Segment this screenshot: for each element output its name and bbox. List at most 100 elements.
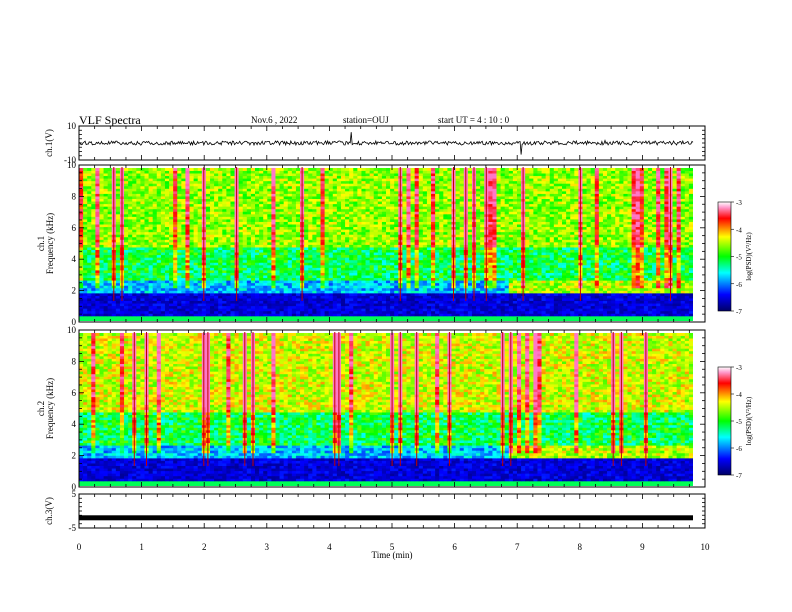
spectrogram-cell [402, 310, 407, 314]
spectrogram-cell [394, 277, 399, 281]
spectrogram-cell [349, 308, 354, 312]
spectrogram-cell [263, 315, 268, 319]
spectrogram-cell [205, 303, 211, 307]
spectrogram-cell [611, 257, 616, 261]
spectrogram-cell [451, 310, 456, 314]
spectrogram-cell [410, 280, 416, 284]
spectrogram-cell [271, 259, 276, 263]
spectrogram-cell [467, 308, 473, 312]
spectrogram-cell [574, 239, 579, 243]
spectrogram-cell [529, 270, 534, 273]
spectrogram-cell [148, 264, 154, 268]
spectrogram-cell [259, 303, 264, 307]
spectrogram-cell [369, 254, 375, 258]
spectrogram-cell [95, 254, 100, 258]
spectrogram-cell [357, 264, 362, 268]
spectrogram-cell [238, 244, 244, 248]
spectrogram-cell [283, 310, 289, 314]
spectrogram-cell [185, 247, 190, 250]
spectrogram-cell [525, 252, 530, 256]
spectrogram-cell [496, 310, 502, 314]
spectrogram-cell [177, 295, 182, 299]
spectrogram-cell [275, 282, 280, 286]
spectrogram-cell [484, 315, 489, 319]
spectrogram-cell [431, 272, 436, 276]
spectrogram-cell [607, 239, 612, 243]
spectrogram-cell [476, 275, 481, 279]
spectrogram-cell [664, 310, 669, 314]
spectrogram-cell [83, 315, 88, 319]
spectrogram-cell [508, 303, 514, 307]
spectrogram-cell [312, 275, 317, 279]
spectrogram-cell [255, 234, 260, 238]
spectrogram-cell [263, 267, 268, 271]
spectrogram-cell [291, 275, 297, 279]
spectrogram-cell [664, 308, 669, 312]
spectrogram-cell [496, 270, 502, 273]
spectrogram-cell [312, 239, 317, 243]
spectrogram-cell [602, 308, 608, 312]
spectrogram-cell [156, 310, 162, 314]
spectrogram-cell [361, 318, 366, 321]
spectrogram-cell [259, 305, 264, 309]
spectrogram-cell [680, 270, 686, 273]
spectrogram-cell [91, 303, 96, 307]
spectrogram-cell [267, 308, 272, 312]
spectrogram-cell [582, 292, 587, 296]
spectrogram-cell [414, 270, 420, 273]
spectrogram-cell [91, 249, 96, 253]
spectrogram-cell [148, 282, 154, 286]
spectrogram-cell [91, 310, 96, 314]
spectrogram-cell [226, 280, 231, 284]
spectrogram-cell [459, 254, 465, 258]
spectrogram-cell [435, 241, 440, 245]
spectrogram-cell [619, 300, 624, 304]
spectrogram-cell [222, 272, 227, 276]
spectrogram-cell [660, 252, 665, 256]
spectrogram-cell [508, 247, 514, 250]
spectrogram-cell [328, 310, 334, 314]
spectrogram-cell [132, 257, 137, 261]
spectrogram-cell [680, 262, 686, 266]
spectrogram-cell [83, 236, 88, 240]
spectrogram-cell [99, 262, 104, 266]
spectrogram-cell [263, 249, 268, 253]
spectrogram-cell [201, 303, 207, 307]
spectrogram-cell [688, 292, 693, 296]
spectrogram-cell [381, 272, 387, 276]
spectrogram-cell [660, 285, 665, 289]
spectrogram-cell [226, 313, 231, 317]
spectrogram-cell [414, 262, 420, 266]
spectrogram-cell [79, 236, 84, 240]
spectrogram-cell [631, 310, 637, 314]
spectrogram-cell [115, 241, 121, 245]
spectrogram-cell [381, 252, 387, 256]
spectrogram-cell [639, 292, 645, 296]
spectrogram-cell [615, 313, 620, 317]
spectrogram-cell [124, 295, 129, 299]
spectrogram-cell [353, 305, 358, 309]
spectrogram-cell [128, 277, 133, 281]
spectrogram-cell [140, 310, 145, 314]
spectrogram-cell [545, 282, 551, 286]
spectrogram-cell [87, 267, 92, 271]
spectrogram-cell [414, 292, 420, 296]
spectrogram-cell [635, 305, 641, 309]
spectrogram-cell [512, 313, 518, 317]
spectrogram-cell [529, 239, 534, 243]
spectrogram-cell [590, 295, 596, 299]
spectrogram-cell [177, 259, 182, 263]
spectrogram-cell [242, 275, 248, 279]
spectrogram-cell [598, 287, 604, 291]
spectrogram-cell [631, 308, 637, 312]
spectrogram-cell [267, 315, 272, 319]
spectrogram-cell [193, 244, 199, 248]
spectrogram-cell [324, 262, 330, 266]
spectrogram-cell [152, 290, 158, 294]
spectrogram-cell [541, 249, 547, 253]
spectrogram-cell [230, 300, 235, 304]
spectrogram-cell [406, 308, 411, 312]
spectrogram-cell [406, 280, 411, 284]
spectrogram-cell [197, 318, 203, 321]
spectrogram-cell [250, 264, 256, 268]
